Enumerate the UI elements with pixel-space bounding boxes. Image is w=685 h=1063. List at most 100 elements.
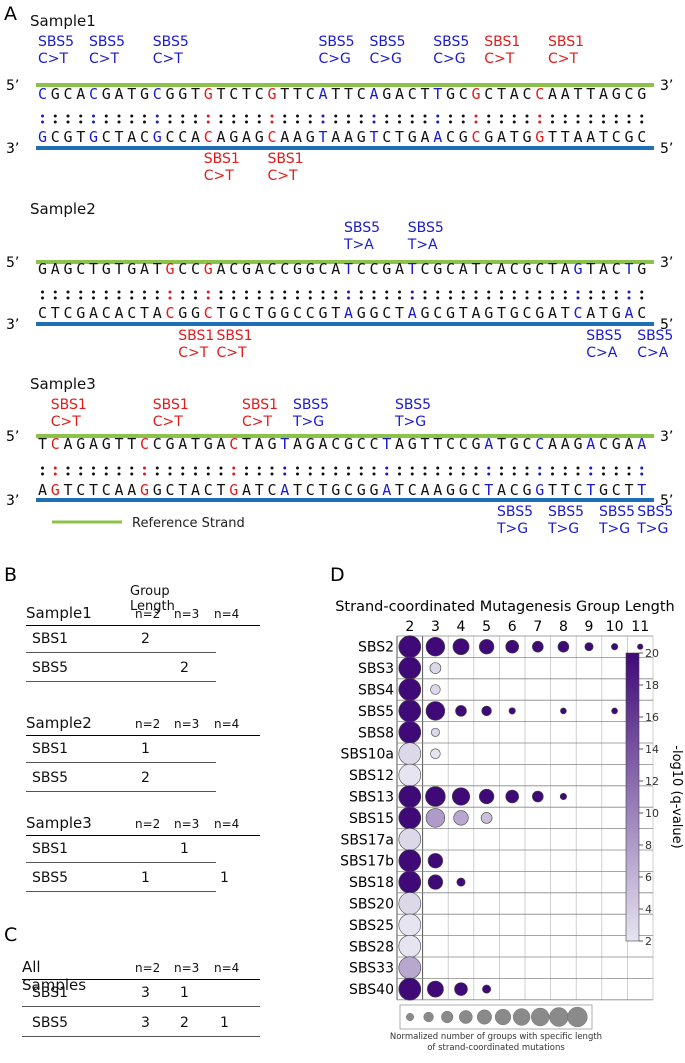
five-prime-label: 5’	[660, 141, 673, 157]
bubble-sbs5-len-6	[508, 707, 516, 715]
colorbar-tick-label: 16	[645, 711, 659, 724]
colorbar	[625, 652, 640, 942]
bubble-sbs2-len-8	[557, 640, 570, 653]
mutation-change: T>G	[394, 414, 426, 430]
mutation-change: T>A	[407, 237, 438, 253]
five-prime-label: 5’	[660, 317, 673, 333]
mutation-signature: SBS5	[153, 34, 189, 50]
size-legend-dot	[567, 1006, 588, 1028]
cell-value: 1	[220, 870, 229, 886]
y-tick-label: SBS40	[349, 982, 394, 998]
bubble-sbs13-len-6	[505, 789, 519, 804]
bubble-sbs2-len-5	[478, 639, 495, 655]
three-prime-label: 3’	[6, 493, 19, 509]
bubble-sbs3-len-3	[429, 662, 442, 674]
mutation-change: C>T	[268, 168, 299, 184]
mutation-change: C>T	[484, 51, 515, 67]
three-prime-label: 3’	[660, 255, 673, 271]
mutation-change: C>T	[51, 414, 82, 430]
mutation-change: T>G	[496, 521, 528, 537]
bubble-sbs17a-len-2	[398, 827, 422, 851]
cell-value: 2	[141, 770, 150, 786]
row-signature: SBS1	[32, 631, 69, 647]
five-prime-label: 5’	[6, 78, 19, 94]
mutation-signature: SBS5	[395, 397, 431, 413]
chart-title: Strand-coordinated Mutagenesis Group Len…	[335, 599, 675, 615]
table-sample-name: Sample1	[26, 604, 92, 622]
mutation-signature: SBS5	[637, 504, 673, 520]
bubble-sbs2-len-2	[398, 635, 422, 659]
colorbar-tick-label: 14	[645, 743, 659, 756]
row-signature: SBS5	[32, 770, 69, 786]
bubble-sbs5-len-3	[425, 701, 446, 721]
mutation-signature: SBS1	[217, 328, 253, 344]
bubble-sbs2-len-7	[532, 640, 544, 653]
mutation-signature: SBS5	[89, 34, 125, 50]
y-tick-label: SBS33	[349, 961, 394, 977]
mutation-change: C>T	[204, 168, 235, 184]
colorbar-tick-label: 12	[645, 775, 659, 788]
mutation-change: C>T	[242, 414, 273, 430]
x-tick-label: 5	[482, 619, 491, 635]
mutation-signature: SBS1	[51, 397, 87, 413]
colorbar-label: -log10 (q-value)	[669, 745, 684, 848]
column-header: n=2	[135, 961, 161, 975]
bubble-sbs40-len-5	[482, 984, 492, 994]
sample-name: Sample3	[30, 375, 96, 393]
sample-2-duplex: Sample2 5’ 3’ 3’ 5’ G A G C T G T G A T G C C G A C G A C C G G C A T…	[6, 200, 673, 361]
sample-name: Sample1	[30, 12, 96, 30]
cell-value: 2	[180, 660, 189, 676]
y-tick-label: SBS17b	[340, 854, 394, 870]
bubble-sbs5-len-8	[560, 707, 567, 715]
mutation-signature: SBS5	[433, 34, 469, 50]
row-signature: SBS1	[32, 985, 69, 1001]
column-header: n=4	[214, 961, 240, 975]
column-header: n=2	[135, 607, 161, 621]
panel-label-b: B	[4, 564, 17, 586]
bubble-sbs5-len-4	[455, 705, 467, 717]
mutation-change: C>T	[153, 414, 184, 430]
bubble-sbs4-len-3	[430, 684, 441, 695]
sample-3-duplex: Sample3 5’ 3’ 3’ 5’ T C A G A G T T C C G A T G A C T A G T A G A C G…	[6, 375, 673, 537]
panel-label-a: A	[4, 3, 17, 25]
mutation-signature: SBS5	[637, 328, 673, 344]
size-legend-dot	[423, 1011, 434, 1023]
bubble-sbs15-len-3	[425, 808, 446, 828]
mutation-signature: SBS5	[497, 504, 533, 520]
mutation-signature: SBS5	[408, 220, 444, 236]
size-legend-dot	[494, 1008, 512, 1026]
bubble-sbs13-len-3	[425, 786, 446, 807]
bubble-sbs2-len-3	[425, 637, 446, 657]
sample-1-duplex: Sample1 5’ 3’ 3’ 5’ C G C A C G A T G C G G T G T C T C G T T C A T T…	[6, 12, 673, 184]
bubble-sbs5-len-2	[398, 699, 422, 723]
bubble-sbs13-len-8	[559, 792, 567, 801]
reference-strand-legend-label: Reference Strand	[132, 516, 245, 531]
bubble-points	[398, 635, 644, 1001]
size-legend-dot	[406, 1013, 414, 1021]
bubble-sbs20-len-2	[398, 892, 422, 915]
mutation-signature: SBS1	[153, 397, 189, 413]
mutation-signature: SBS5	[319, 34, 355, 50]
panel-d-bubble-chart: Strand-coordinated Mutagenesis Group Len…	[335, 599, 684, 1053]
bubble-sbs18-len-2	[398, 870, 422, 894]
mutation-signature: SBS5	[548, 504, 584, 520]
size-legend-label: Normalized number of groups with specifi…	[390, 1032, 602, 1042]
size-legend-dot	[459, 1010, 473, 1024]
row-signature: SBS5	[32, 660, 69, 676]
table-rule	[26, 835, 260, 836]
panel-label-d: D	[330, 564, 345, 586]
bubble-sbs18-len-4	[456, 877, 466, 887]
column-header: n=3	[174, 607, 200, 621]
mutation-signature: SBS5	[293, 397, 329, 413]
panel-label-c: C	[4, 924, 17, 946]
mutation-signature: SBS1	[178, 328, 214, 344]
colorbar-tick-label: 2	[645, 935, 652, 948]
